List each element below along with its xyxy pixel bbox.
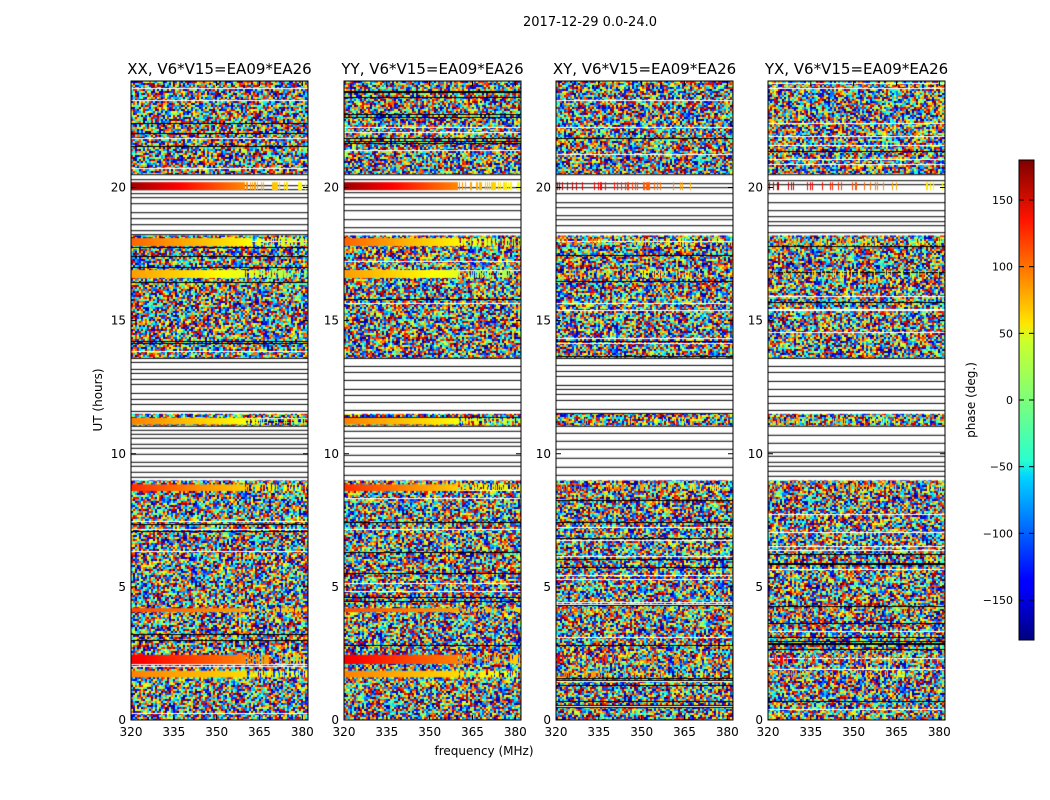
panel-heatmap	[556, 81, 733, 720]
panel-heatmap	[768, 81, 945, 720]
x-tick-label: 380	[928, 725, 951, 739]
y-tick-label: 10	[748, 447, 763, 461]
x-tick-label: 365	[673, 725, 696, 739]
colorbar-tick-label: 150	[992, 194, 1013, 207]
x-tick-label: 335	[375, 725, 398, 739]
y-tick-label: 0	[755, 713, 763, 727]
y-tick-label: 5	[543, 580, 551, 594]
panels: XX, V6*V15=EA09*EA26 320 335 350 365 380 0 5 10 1…	[111, 60, 951, 739]
x-tick-label: 335	[162, 725, 185, 739]
panel-yx: YX, V6*V15=EA09*EA26 320 335 350 365 380 0 5 10 1…	[748, 60, 951, 739]
panel-title: YX, V6*V15=EA09*EA26	[764, 60, 948, 78]
panel-xx: XX, V6*V15=EA09*EA26 320 335 350 365 380 0 5 10 1…	[111, 60, 314, 739]
x-tick-label: 335	[799, 725, 822, 739]
x-tick-label: 320	[757, 725, 780, 739]
y-tick-label: 10	[111, 447, 126, 461]
y-tick-label: 5	[331, 580, 339, 594]
panel-yy: YY, V6*V15=EA09*EA26 320 335 350 365 380 0 5 10 1…	[324, 60, 527, 739]
panel-heatmap	[344, 81, 521, 720]
y-tick-label: 0	[331, 713, 339, 727]
panel-frame	[130, 80, 309, 721]
x-tick-label: 365	[248, 725, 271, 739]
colorbar-ticks: 150 100 50 0 −50 −100 −150	[983, 194, 1034, 607]
panel-xy: XY, V6*V15=EA09*EA26 320 335 350 365 380 0 5 10 1…	[536, 60, 739, 739]
x-tick-label: 335	[587, 725, 610, 739]
y-tick-label: 0	[543, 713, 551, 727]
x-tick-label: 320	[545, 725, 568, 739]
y-axis-label: UT (hours)	[91, 368, 105, 431]
y-tick-label: 5	[118, 580, 126, 594]
x-axis-label: frequency (MHz)	[434, 744, 533, 758]
y-tick-label: 20	[111, 181, 126, 195]
x-tick-label: 320	[333, 725, 356, 739]
y-tick-label: 0	[118, 713, 126, 727]
y-tick-label: 20	[748, 181, 763, 195]
panel-title: XX, V6*V15=EA09*EA26	[127, 60, 311, 78]
y-tick-label: 15	[536, 314, 551, 328]
x-tick-label: 380	[504, 725, 527, 739]
x-tick-label: 365	[461, 725, 484, 739]
panel-title: YY, V6*V15=EA09*EA26	[340, 60, 523, 78]
y-tick-label: 15	[111, 314, 126, 328]
y-tick-label: 10	[324, 447, 339, 461]
x-tick-label: 380	[291, 725, 314, 739]
y-tick-label: 15	[748, 314, 763, 328]
x-tick-label: 380	[716, 725, 739, 739]
colorbar-tick-label: 50	[999, 327, 1013, 340]
panel-frame	[767, 80, 946, 721]
colorbar-tick-label: −150	[983, 594, 1013, 607]
x-tick-label: 350	[630, 725, 653, 739]
x-tick-label: 350	[418, 725, 441, 739]
colorbar-tick-label: 0	[1006, 394, 1013, 407]
y-tick-label: 20	[324, 181, 339, 195]
figure-title: 2017-12-29 0.0-24.0	[523, 15, 657, 30]
colorbar-tick-label: 100	[992, 261, 1013, 274]
x-tick-label: 350	[842, 725, 865, 739]
panel-frame	[555, 80, 734, 721]
panel-frame	[343, 80, 522, 721]
x-tick-label: 365	[885, 725, 908, 739]
x-tick-label: 350	[205, 725, 228, 739]
y-tick-label: 15	[324, 314, 339, 328]
colorbar-tick-label: −100	[983, 527, 1013, 540]
panel-heatmap	[131, 81, 308, 720]
colorbar: 150 100 50 0 −50 −100 −150 phase (deg.)	[964, 159, 1035, 641]
y-tick-label: 10	[536, 447, 551, 461]
panel-title: XY, V6*V15=EA09*EA26	[553, 60, 736, 78]
y-tick-label: 20	[536, 181, 551, 195]
y-tick-label: 5	[755, 580, 763, 594]
colorbar-tick-label: −50	[990, 461, 1013, 474]
colorbar-label: phase (deg.)	[964, 362, 978, 438]
x-tick-label: 320	[120, 725, 143, 739]
